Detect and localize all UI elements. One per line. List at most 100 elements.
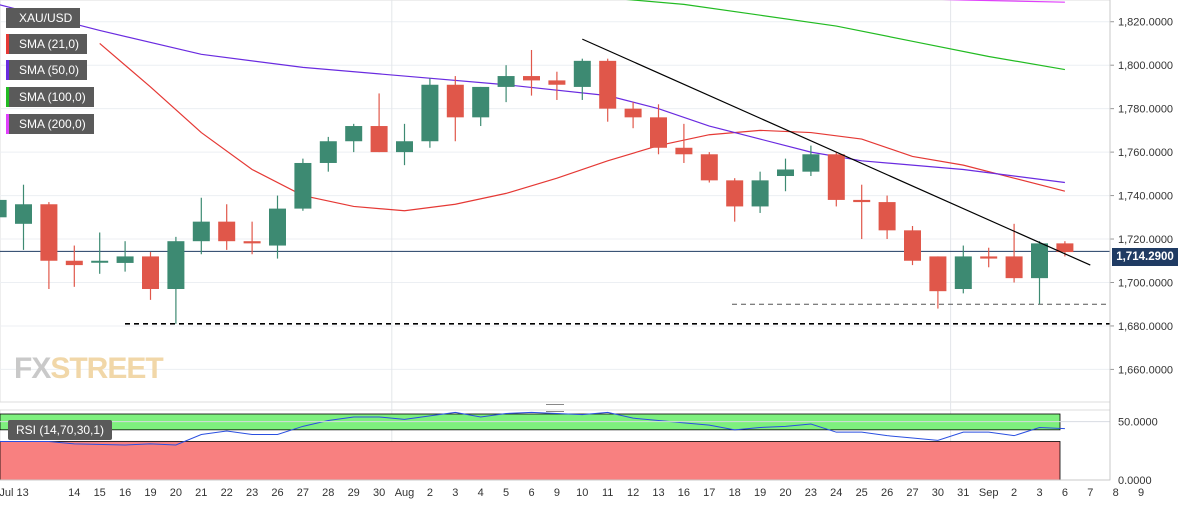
candle-body (853, 199, 871, 203)
fxstreet-logo: FXSTREET (14, 352, 164, 385)
y-tick-label: 1,800.0000 (1118, 60, 1173, 72)
candle-body (548, 80, 566, 85)
candle-body (142, 256, 159, 290)
x-tick-label: 2 (427, 487, 433, 499)
candle-body (497, 76, 515, 87)
candle-body (421, 84, 439, 142)
legend-symbol[interactable]: XAU/USD (6, 8, 81, 28)
candle-body (1031, 243, 1048, 279)
axes: 1,660.0000 1,680.0000 1,700.0000 1,720.0000… (0, 0, 1173, 499)
x-tick-label: 26 (271, 487, 283, 499)
candle-body (599, 60, 617, 109)
candle-body (91, 260, 109, 263)
legend-sma21[interactable]: SMA (21,0) (6, 34, 88, 54)
x-tick-label: 9 (1138, 487, 1144, 499)
rsi-tick-label: 50.0000 (1118, 417, 1158, 429)
rsi-line (0, 411, 1065, 446)
candle-body (15, 204, 32, 224)
candle-body (1056, 243, 1074, 253)
candle-body (40, 204, 58, 261)
x-tick-label: 4 (478, 487, 484, 499)
candle-body (726, 180, 744, 207)
candle-body (192, 221, 210, 242)
candle-body (650, 117, 667, 148)
legend-sma100[interactable]: SMA (100,0) (6, 87, 94, 107)
candle-body (446, 84, 464, 118)
candle-body (904, 230, 921, 261)
y-tick-label: 1,820.0000 (1118, 17, 1173, 29)
candle-body (370, 126, 388, 153)
x-tick-label: 22 (221, 487, 233, 499)
x-tick-label: 12 (627, 487, 639, 499)
last-price-tag: 1,714.2900 (1112, 248, 1178, 266)
candle-body (0, 199, 7, 218)
legend-sma50[interactable]: SMA (50,0) (6, 60, 88, 80)
candle-body (1005, 256, 1023, 279)
candle-body (243, 241, 261, 244)
legend-rsi[interactable]: RSI (14,70,30,1) (8, 420, 113, 440)
y-tick-label: 1,720.0000 (1118, 234, 1173, 246)
pane-resize-handle[interactable] (546, 404, 564, 412)
x-tick-label: 23 (246, 487, 258, 499)
candle-body (523, 76, 540, 81)
candle-body (700, 154, 718, 181)
candle-body (319, 141, 337, 163)
x-tick-label: 14 (68, 487, 80, 499)
candle-body (167, 241, 185, 290)
candle-body (827, 154, 845, 200)
trendline (582, 38, 1091, 266)
y-tick-label: 1,760.0000 (1118, 147, 1173, 159)
sma200-line (942, 0, 1065, 3)
x-tick-label: 5 (503, 487, 509, 499)
x-tick-label: Aug (395, 487, 415, 499)
rsi-panel (0, 411, 1110, 481)
x-tick-label: 19 (144, 487, 156, 499)
x-tick-label: 6 (1062, 487, 1068, 499)
x-tick-label: 27 (297, 487, 309, 499)
candle-body (777, 169, 794, 177)
candle-body (65, 260, 83, 266)
x-tick-label: 25 (856, 487, 868, 499)
x-tick-label: 3 (1036, 487, 1042, 499)
x-tick-label: 10 (576, 487, 588, 499)
candle-body (218, 221, 236, 242)
resistance-trendline (582, 38, 1091, 266)
x-tick-label: 23 (805, 487, 817, 499)
x-tick-label: 31 (957, 487, 969, 499)
x-tick-label: 19 (754, 487, 766, 499)
x-tick-label: 16 (119, 487, 131, 499)
candle-body (980, 256, 998, 259)
x-tick-label: 7 (1087, 487, 1093, 499)
candle-body (294, 162, 312, 209)
y-tick-label: 1,660.0000 (1118, 364, 1173, 376)
x-tick-label: 30 (373, 487, 385, 499)
rsi-oversold-band (0, 441, 1061, 481)
x-tick-label: 13 (652, 487, 664, 499)
candle-body (116, 256, 134, 263)
candles (0, 49, 1074, 324)
sma21-line (99, 43, 1066, 212)
y-tick-label: 1,780.0000 (1118, 104, 1173, 116)
x-tick-label: 29 (348, 487, 360, 499)
x-tick-label: 20 (170, 487, 182, 499)
candle-body (954, 256, 972, 290)
x-tick-label: 8 (1113, 487, 1119, 499)
x-tick-label: 11 (602, 487, 613, 499)
legend-sma200[interactable]: SMA (200,0) (6, 114, 94, 134)
candle-body (751, 180, 769, 207)
rsi-tick-label: 0.0000 (1118, 475, 1152, 487)
sma100-line (626, 0, 1066, 71)
candle-body (345, 126, 363, 142)
x-tick-label: 20 (779, 487, 791, 499)
y-tick-label: 1,700.0000 (1118, 277, 1173, 289)
candle-body (624, 108, 642, 118)
x-tick-label: Jul 13 (0, 487, 29, 499)
x-tick-label: 24 (830, 487, 842, 499)
x-tick-label: Sep (979, 487, 999, 499)
x-tick-label: 17 (703, 487, 715, 499)
x-tick-label: 15 (94, 487, 106, 499)
candle-body (878, 202, 896, 231)
price-pane-bg (0, 0, 1111, 403)
x-tick-label: 3 (452, 487, 458, 499)
